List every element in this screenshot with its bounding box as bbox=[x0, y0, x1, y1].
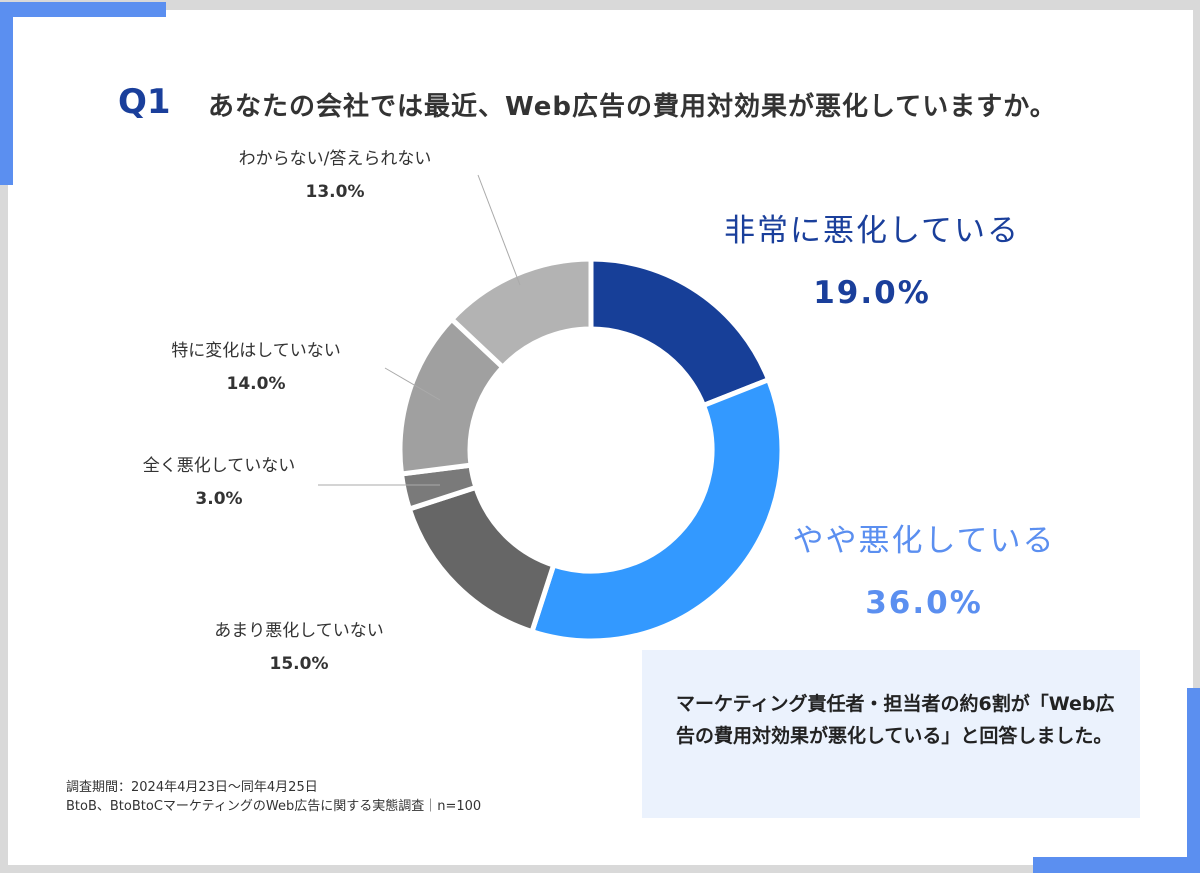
slice-label: やや悪化している 36.0% bbox=[674, 510, 1174, 634]
slice-label: 特に変化はしていない 14.0% bbox=[6, 335, 506, 401]
slice-category: 特に変化はしていない bbox=[171, 341, 341, 361]
leader-line bbox=[477, 174, 521, 286]
survey-name: BtoB、BtoBtoCマーケティングのWeb広告に関する実態調査｜n=100 bbox=[66, 799, 482, 814]
corner-accent-left bbox=[0, 2, 13, 185]
question-number: Q1 bbox=[118, 82, 171, 122]
footer: 調査期間：2024年4月23日～同年4月25日 BtoB、BtoBtoCマーケテ… bbox=[66, 778, 481, 816]
corner-accent-right bbox=[1187, 688, 1200, 873]
corner-accent-top bbox=[0, 2, 166, 17]
slice-label: 全く悪化していない 3.0% bbox=[0, 450, 469, 516]
slice-value: 14.0% bbox=[226, 374, 286, 394]
slice-label: 非常に悪化している 19.0% bbox=[622, 200, 1122, 324]
corner-accent-bottom bbox=[1033, 857, 1200, 873]
slice-category: わからない/答えられない bbox=[238, 149, 432, 169]
slice-value: 13.0% bbox=[305, 182, 365, 202]
slice-category: 非常に悪化している bbox=[723, 213, 1021, 249]
slice-category: 全く悪化していない bbox=[142, 456, 296, 476]
slice-category: やや悪化している bbox=[792, 523, 1056, 559]
donut-slice bbox=[448, 256, 594, 371]
slice-label: あまり悪化していない 15.0% bbox=[49, 615, 549, 681]
summary-note: マーケティング責任者・担当者の約6割が「Web広告の費用対効果が悪化している」と… bbox=[642, 650, 1140, 818]
survey-period: 調査期間：2024年4月23日～同年4月25日 bbox=[66, 780, 318, 795]
leader-line bbox=[384, 367, 441, 401]
question-title: あなたの会社では最近、Web広告の費用対効果が悪化していますか。 bbox=[208, 92, 1057, 122]
slice-value: 15.0% bbox=[269, 654, 329, 674]
slice-value: 19.0% bbox=[813, 275, 931, 311]
donut-slice bbox=[528, 376, 785, 644]
slice-category: あまり悪化していない bbox=[214, 621, 384, 641]
summary-note-text: マーケティング責任者・担当者の約6割が「Web広告の費用対効果が悪化している」と… bbox=[676, 693, 1115, 747]
slice-value: 36.0% bbox=[865, 585, 983, 621]
slice-label: わからない/答えられない 13.0% bbox=[85, 143, 585, 209]
slice-value: 3.0% bbox=[195, 489, 243, 509]
